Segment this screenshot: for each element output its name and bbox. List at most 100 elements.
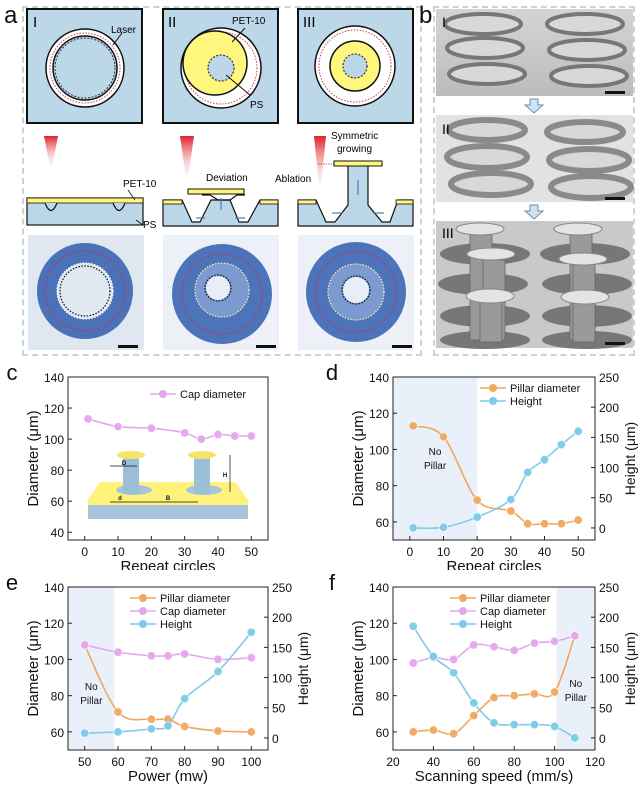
legend-marker [159,390,167,398]
data-point-height [449,668,459,678]
panel-a-frame [22,6,422,356]
legend-label: Height [480,619,512,631]
top-view-III [297,8,414,124]
data-point-height [506,495,516,505]
x-tick-label: 20 [145,545,159,559]
inset-pillar [194,456,210,494]
data-point-cap [469,640,479,650]
data-point-pillar [472,495,482,505]
sem-roman-III: III [442,225,454,241]
no-pillar-label: Pillar [565,693,588,704]
label-growing: growing [337,144,372,155]
data-point-height [489,718,499,728]
label-symmetric: Symmetric [331,131,378,142]
data-point-height [439,522,449,532]
data-point-height [570,733,580,743]
x-tick-label: 50 [78,755,92,769]
roman-II: II [168,14,176,31]
x-tick-label: 40 [427,755,441,769]
label-ps-cross: PS [143,220,157,231]
chart-e: No Pillar 50 60 70 80 90 100 60 80 100 120 140 0 50 100… [6,570,311,785]
x-tick-label: 80 [508,755,522,769]
no-pillar-label: No [85,682,98,693]
y-axis-label: Diameter (μm) [350,620,367,716]
legend-label: Height [160,619,192,631]
cross-section-II [162,136,279,227]
data-point-cap [529,638,539,648]
y2-tick-label: 150 [599,431,619,445]
data-point-cap [213,654,223,664]
y2-tick-label: 50 [599,492,613,506]
top-view-II [162,8,279,124]
no-pillar-label: Pillar [424,461,447,472]
data-point-cap [449,654,459,664]
y-tick-label: 40 [51,526,65,540]
data-point-pillar [439,432,449,442]
y2-tick-label: 250 [599,371,619,385]
y-tick-label: 80 [376,480,390,494]
panel-b-frame [433,6,635,356]
x-tick-label: 40 [211,545,225,559]
legend-marker [139,607,147,615]
down-arrow-icon [523,204,545,220]
cross-section-I [26,136,144,226]
down-arrow-icon [523,98,545,114]
data-point-height [540,455,550,465]
y2-axis-label: Height (μm) [295,632,311,705]
data-point-pillar [550,687,560,697]
y2-tick-label: 250 [272,581,292,595]
y-tick-label: 80 [51,464,65,478]
data-point-height [213,667,223,677]
x-tick-label: 50 [245,545,259,559]
data-point-height [408,621,418,631]
inset-cap [188,451,216,459]
label-deviation: Deviation [206,173,248,184]
data-point-cap [146,651,156,661]
x-tick-label: 60 [111,755,125,769]
label-pet10-top: PET-10 [232,16,266,27]
label-laser: Laser [111,25,137,36]
top-view-I [26,8,143,124]
data-point-pillar [449,729,459,739]
y-tick-label: 80 [376,690,390,704]
data-point-height [180,694,190,704]
y2-tick-label: 150 [272,641,292,655]
panel-a-schematics: I Laser II PET-10 PS III PET-10 PS [26,8,414,350]
y2-tick-label: 0 [599,732,606,746]
y-tick-label: 60 [51,495,65,509]
data-point-pillar [428,725,438,735]
y2-tick-label: 50 [272,702,286,716]
data-point-height [509,720,519,730]
data-point-cap [180,649,190,659]
no-pillar-label: No [429,447,442,458]
data-point-height [469,698,479,708]
data-point-height [113,727,123,737]
plot-frame [392,376,596,541]
x-tick-label: 90 [211,755,225,769]
data-point-cap [489,642,499,652]
panel-letter: c [7,360,18,385]
x-tick-label: 100 [545,755,565,769]
data-point-cap [113,647,123,657]
chart-f: No Pillar 20 40 60 80 100 120 60 80 100 120 140 0 50 10… [329,570,638,785]
sem-roman-I: I [442,14,446,30]
y2-tick-label: 0 [599,522,606,536]
data-point-cap [213,429,223,439]
legend-marker [459,594,467,602]
x-axis-label: Power (mw) [128,768,208,785]
data-point-cap [80,640,90,650]
panel-letter: f [329,570,336,595]
legend-marker [489,384,497,392]
inset-cap [117,451,145,459]
data-point-cap [550,636,560,646]
panel-a-letter: a [4,2,18,29]
panel-b-letter: b [419,2,433,29]
sem-image-I [436,9,633,96]
data-point-cap [196,434,206,444]
data-point-pillar [408,727,418,737]
data-point-cap [246,431,256,441]
x-axis-label: Repeat circles [446,558,541,570]
legend-marker [139,620,147,628]
sem-image-II [436,115,634,202]
y-tick-label: 120 [369,617,389,631]
